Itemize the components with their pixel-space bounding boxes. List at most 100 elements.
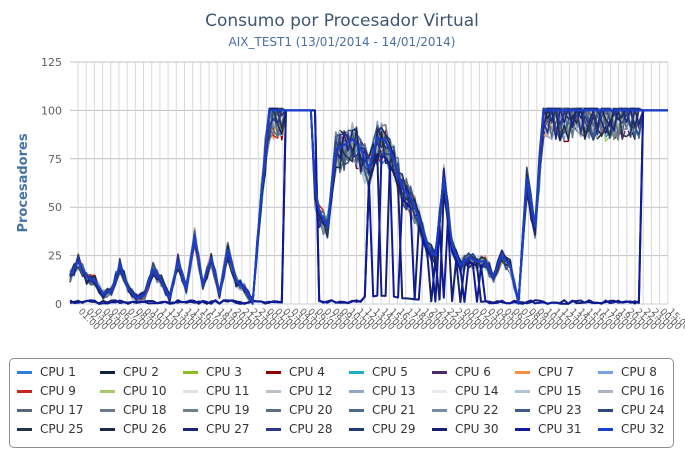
legend-item-cpu-25[interactable]: CPU 25 bbox=[17, 421, 83, 437]
legend-item-cpu-29[interactable]: CPU 29 bbox=[349, 421, 415, 437]
legend-label: CPU 11 bbox=[206, 384, 250, 398]
legend-item-cpu-22[interactable]: CPU 22 bbox=[432, 402, 498, 418]
legend-swatch bbox=[100, 408, 115, 412]
y-tick-label: 75 bbox=[48, 153, 62, 166]
legend-swatch bbox=[598, 408, 613, 412]
x-tick-layer: 01:0002:0003:0004:0005:0006:0007:0008:00… bbox=[76, 307, 685, 333]
legend-item-cpu-7[interactable]: CPU 7 bbox=[515, 364, 574, 380]
legend-label: CPU 12 bbox=[289, 384, 333, 398]
legend-label: CPU 17 bbox=[40, 403, 84, 417]
legend-item-cpu-18[interactable]: CPU 18 bbox=[100, 402, 166, 418]
legend-swatch bbox=[515, 408, 530, 412]
legend-item-cpu-1[interactable]: CPU 1 bbox=[17, 364, 76, 380]
legend-swatch bbox=[432, 427, 447, 431]
legend-item-cpu-2[interactable]: CPU 2 bbox=[100, 364, 159, 380]
legend-swatch bbox=[266, 427, 281, 431]
legend-item-cpu-30[interactable]: CPU 30 bbox=[432, 421, 498, 437]
series-layer bbox=[69, 107, 668, 305]
legend-label: CPU 28 bbox=[289, 422, 333, 436]
y-tick-label: 0 bbox=[55, 298, 62, 311]
legend-label: CPU 16 bbox=[621, 384, 665, 398]
legend-item-cpu-13[interactable]: CPU 13 bbox=[349, 383, 415, 399]
legend-item-cpu-3[interactable]: CPU 3 bbox=[183, 364, 242, 380]
legend-label: CPU 7 bbox=[538, 365, 574, 379]
legend-swatch bbox=[598, 370, 613, 374]
legend-label: CPU 19 bbox=[206, 403, 250, 417]
legend-item-cpu-21[interactable]: CPU 21 bbox=[349, 402, 415, 418]
legend-swatch bbox=[515, 427, 530, 431]
legend-item-cpu-17[interactable]: CPU 17 bbox=[17, 402, 83, 418]
legend-item-cpu-10[interactable]: CPU 10 bbox=[100, 383, 166, 399]
legend-swatch bbox=[266, 408, 281, 412]
legend-item-cpu-32[interactable]: CPU 32 bbox=[598, 421, 664, 437]
legend-swatch bbox=[432, 408, 447, 412]
legend-item-cpu-20[interactable]: CPU 20 bbox=[266, 402, 332, 418]
legend-swatch bbox=[349, 389, 364, 393]
legend-swatch bbox=[183, 389, 198, 393]
legend-label: CPU 1 bbox=[40, 365, 76, 379]
legend-label: CPU 2 bbox=[123, 365, 159, 379]
legend-label: CPU 21 bbox=[372, 403, 416, 417]
legend-item-cpu-6[interactable]: CPU 6 bbox=[432, 364, 491, 380]
legend-swatch bbox=[17, 408, 32, 412]
legend-item-cpu-27[interactable]: CPU 27 bbox=[183, 421, 249, 437]
legend-item-cpu-23[interactable]: CPU 23 bbox=[515, 402, 581, 418]
y-tick-label: 125 bbox=[41, 56, 62, 69]
legend-swatch bbox=[100, 370, 115, 374]
legend-item-cpu-4[interactable]: CPU 4 bbox=[266, 364, 325, 380]
legend-label: CPU 13 bbox=[372, 384, 416, 398]
legend-swatch bbox=[349, 427, 364, 431]
legend-item-cpu-14[interactable]: CPU 14 bbox=[432, 383, 498, 399]
legend-item-cpu-16[interactable]: CPU 16 bbox=[598, 383, 664, 399]
legend-label: CPU 14 bbox=[455, 384, 499, 398]
chart-subtitle: AIX_TEST1 (13/01/2014 - 14/01/2014) bbox=[229, 35, 456, 49]
legend-swatch bbox=[100, 389, 115, 393]
legend-swatch bbox=[432, 370, 447, 374]
legend-swatch bbox=[515, 370, 530, 374]
legend-label: CPU 6 bbox=[455, 365, 491, 379]
series-line-cpu-32[interactable] bbox=[69, 109, 668, 304]
legend-swatch bbox=[349, 370, 364, 374]
legend-label: CPU 20 bbox=[289, 403, 333, 417]
legend-label: CPU 26 bbox=[123, 422, 167, 436]
legend-item-cpu-11[interactable]: CPU 11 bbox=[183, 383, 249, 399]
legend-swatch bbox=[17, 370, 32, 374]
legend-swatch bbox=[183, 370, 198, 374]
legend-label: CPU 5 bbox=[372, 365, 408, 379]
legend-swatch bbox=[100, 427, 115, 431]
legend-label: CPU 22 bbox=[455, 403, 499, 417]
legend-item-cpu-15[interactable]: CPU 15 bbox=[515, 383, 581, 399]
legend-label: CPU 15 bbox=[538, 384, 582, 398]
legend-item-cpu-12[interactable]: CPU 12 bbox=[266, 383, 332, 399]
legend-swatch bbox=[266, 370, 281, 374]
legend-label: CPU 25 bbox=[40, 422, 84, 436]
legend-label: CPU 32 bbox=[621, 422, 665, 436]
y-axis-label: Procesadores bbox=[16, 133, 31, 232]
chart-title: Consumo por Procesador Virtual bbox=[205, 11, 479, 31]
legend-item-cpu-9[interactable]: CPU 9 bbox=[17, 383, 76, 399]
legend-swatch bbox=[17, 427, 32, 431]
legend-swatch bbox=[432, 389, 447, 393]
legend-swatch bbox=[349, 408, 364, 412]
legend-label: CPU 30 bbox=[455, 422, 499, 436]
series-line-cpu-31[interactable] bbox=[69, 109, 668, 305]
legend-swatch bbox=[598, 427, 613, 431]
legend-item-cpu-8[interactable]: CPU 8 bbox=[598, 364, 657, 380]
legend-label: CPU 3 bbox=[206, 365, 242, 379]
legend-item-cpu-24[interactable]: CPU 24 bbox=[598, 402, 664, 418]
legend-item-cpu-19[interactable]: CPU 19 bbox=[183, 402, 249, 418]
chart-legend: CPU 1 CPU 2 CPU 3 CPU 4 CPU 5 CPU 6 CPU 7 CPU 8… bbox=[9, 358, 674, 448]
legend-label: CPU 18 bbox=[123, 403, 167, 417]
legend-item-cpu-5[interactable]: CPU 5 bbox=[349, 364, 408, 380]
legend-swatch bbox=[183, 427, 198, 431]
legend-label: CPU 27 bbox=[206, 422, 250, 436]
legend-swatch bbox=[515, 389, 530, 393]
legend-item-cpu-28[interactable]: CPU 28 bbox=[266, 421, 332, 437]
chart-canvas: Consumo por Procesador Virtual AIX_TEST1… bbox=[16, 11, 685, 333]
legend-item-cpu-31[interactable]: CPU 31 bbox=[515, 421, 581, 437]
y-tick-label: 100 bbox=[41, 104, 62, 117]
legend-item-cpu-26[interactable]: CPU 26 bbox=[100, 421, 166, 437]
legend-label: CPU 23 bbox=[538, 403, 582, 417]
legend-label: CPU 10 bbox=[123, 384, 167, 398]
legend-swatch bbox=[598, 389, 613, 393]
